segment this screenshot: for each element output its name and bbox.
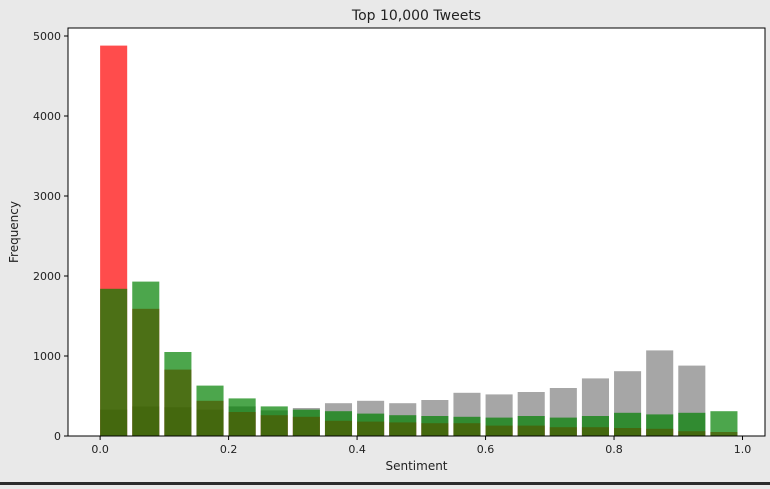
bar	[678, 412, 706, 436]
y-axis: 0 1000 2000 3000 4000 5000	[33, 30, 68, 443]
bar	[549, 417, 577, 436]
x-tick-label: 0.2	[220, 443, 238, 456]
y-tick-label: 0	[54, 430, 61, 443]
plot-frame	[67, 27, 766, 437]
bar	[228, 398, 256, 436]
y-tick-label: 1000	[33, 350, 61, 363]
x-axis: 0.0 0.2 0.4 0.6 0.8 1.0	[91, 436, 751, 456]
bar	[421, 416, 449, 436]
bar	[324, 411, 353, 436]
x-tick-label: 0.6	[477, 443, 495, 456]
y-axis-label: Frequency	[7, 201, 21, 263]
bar	[581, 416, 609, 436]
bar-layer	[100, 45, 738, 436]
bar	[517, 416, 545, 436]
bar	[453, 416, 481, 436]
bar	[292, 409, 320, 436]
x-tick-label: 0.8	[605, 443, 623, 456]
bar	[710, 411, 738, 436]
x-tick-label: 1.0	[734, 443, 752, 456]
bar	[357, 413, 385, 436]
x-tick-label: 0.4	[348, 443, 366, 456]
bar	[100, 288, 128, 436]
x-tick-label: 0.0	[91, 443, 109, 456]
y-tick-label: 4000	[33, 110, 61, 123]
y-tick-label: 2000	[33, 270, 61, 283]
bar	[485, 417, 513, 436]
bar	[260, 406, 288, 436]
bar	[614, 412, 642, 436]
y-tick-label: 5000	[33, 30, 61, 43]
window-bottom-border	[0, 482, 770, 485]
y-tick-label: 3000	[33, 190, 61, 203]
bar	[389, 415, 417, 436]
chart-title: Top 10,000 Tweets	[351, 8, 481, 24]
x-axis-label: Sentiment	[385, 459, 447, 473]
bar	[646, 414, 674, 436]
bar	[196, 385, 224, 436]
bar	[164, 352, 192, 436]
series-2-bars	[100, 281, 738, 436]
bar	[132, 281, 160, 436]
